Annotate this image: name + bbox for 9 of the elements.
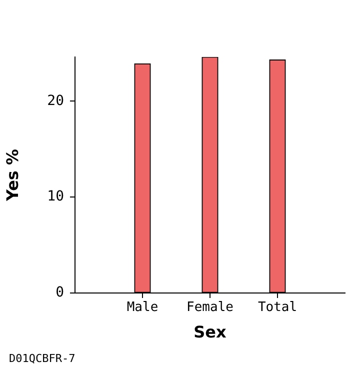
y-axis-title: Yes %: [2, 148, 22, 202]
text: D01QCBFR-7: [9, 352, 76, 365]
x-axis-title: Sex: [194, 322, 228, 342]
y-tick-label: 20: [47, 92, 64, 109]
x-tick-label: Total: [258, 300, 298, 316]
y-tick-label: 0: [56, 284, 64, 301]
x-tick-label: Female: [186, 300, 234, 316]
y-tick-label: 10: [47, 188, 64, 205]
x-tick-label: Male: [126, 300, 158, 316]
